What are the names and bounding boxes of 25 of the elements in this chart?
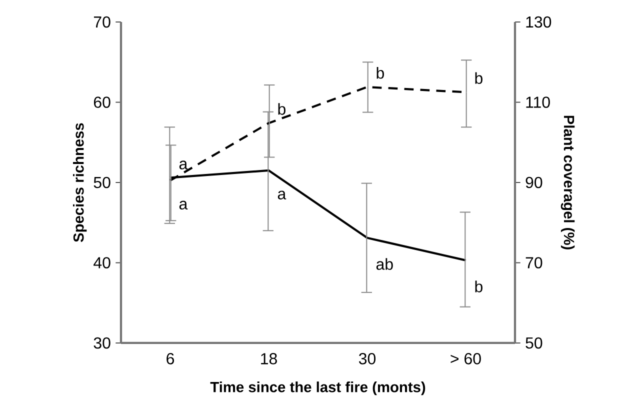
y2-tick-label: 70 bbox=[526, 257, 542, 268]
y2-axis-title: Plant coveragel (%) bbox=[560, 116, 575, 250]
y-tick-label: 30 bbox=[94, 337, 110, 349]
x-axis-title: Time since the last fire (monts) bbox=[210, 382, 426, 396]
y-tick-label: 70 bbox=[94, 16, 110, 28]
y-axis-title: Species richness bbox=[73, 123, 87, 242]
y-tick-label: 40 bbox=[94, 257, 110, 268]
x-tick-label: 30 bbox=[358, 353, 376, 364]
annotation: b bbox=[475, 72, 482, 84]
x-tick-label: 18 bbox=[261, 353, 277, 364]
y-tick-label: 50 bbox=[94, 176, 110, 188]
annotation: a bbox=[179, 200, 188, 210]
y2-tick-label: 50 bbox=[526, 337, 542, 349]
annotation: b bbox=[278, 103, 286, 115]
annotation: a bbox=[278, 190, 286, 200]
annotation: b bbox=[376, 66, 384, 79]
x-tick-label: 6 bbox=[166, 353, 174, 364]
y-tick-label: 60 bbox=[94, 96, 110, 108]
annotation: a bbox=[179, 160, 188, 170]
annotation: ab bbox=[376, 258, 393, 270]
y2-tick-label: 110 bbox=[526, 96, 550, 108]
y2-tick-label: 90 bbox=[526, 176, 542, 188]
x-tick-label: > 60 bbox=[450, 353, 481, 364]
annotation: b bbox=[475, 280, 482, 292]
y2-tick-label: 130 bbox=[526, 16, 552, 28]
